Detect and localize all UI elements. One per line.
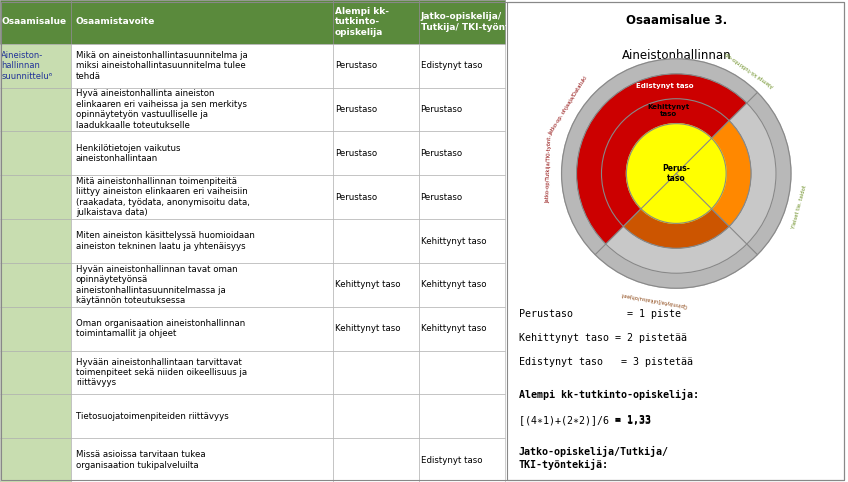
Circle shape	[627, 124, 726, 223]
Text: Jatko-opiskelija/Tutkija/
TKI-työntekijä:: Jatko-opiskelija/Tutkija/ TKI-työntekijä…	[519, 446, 669, 470]
Text: Kehittynyt
taso: Kehittynyt taso	[647, 104, 689, 117]
Text: Alempi kk-tutkinto-op.: Alempi kk-tutkinto-op.	[723, 50, 775, 88]
Circle shape	[627, 124, 726, 223]
Text: Yleiset tie. taidot: Yleiset tie. taidot	[791, 184, 808, 229]
Wedge shape	[577, 74, 747, 244]
Text: Osaamisalue 3.: Osaamisalue 3.	[626, 14, 727, 27]
Circle shape	[561, 59, 791, 288]
Text: Alempi kk-tutkinto-opiskelija:: Alempi kk-tutkinto-opiskelija:	[519, 388, 699, 400]
Wedge shape	[623, 174, 729, 248]
Text: Aineistonhallinnan
suunnittelu: Aineistonhallinnan suunnittelu	[622, 49, 731, 77]
Text: = 1,33: = 1,33	[616, 415, 651, 425]
Text: Kehittynyt taso = 2 pistetää: Kehittynyt taso = 2 pistetää	[519, 333, 687, 343]
Text: Jatko-op/Tutkija/TKI-työnt.: Jatko-op/Tutkija/TKI-työnt.	[545, 135, 552, 203]
Text: [(4∗1)+(2∗2)]/6 = 1,33: [(4∗1)+(2∗2)]/6 = 1,33	[519, 415, 651, 425]
Circle shape	[601, 99, 751, 248]
Wedge shape	[677, 120, 751, 227]
Text: Jatko-op. ohjaaja/Datatuki: Jatko-op. ohjaaja/Datatuki	[548, 76, 589, 136]
Text: Perus-
taso: Perus- taso	[662, 164, 690, 183]
Text: Opinnäyte/Julkaisu/ohjeet: Opinnäyte/Julkaisu/ohjeet	[621, 291, 688, 308]
Text: Edistynyt taso   = 3 pistetää: Edistynyt taso = 3 pistetää	[519, 358, 693, 367]
Circle shape	[577, 74, 776, 273]
Text: Perustaso         = 1 piste: Perustaso = 1 piste	[519, 309, 681, 319]
Text: Edistynyt taso: Edistynyt taso	[635, 83, 693, 89]
